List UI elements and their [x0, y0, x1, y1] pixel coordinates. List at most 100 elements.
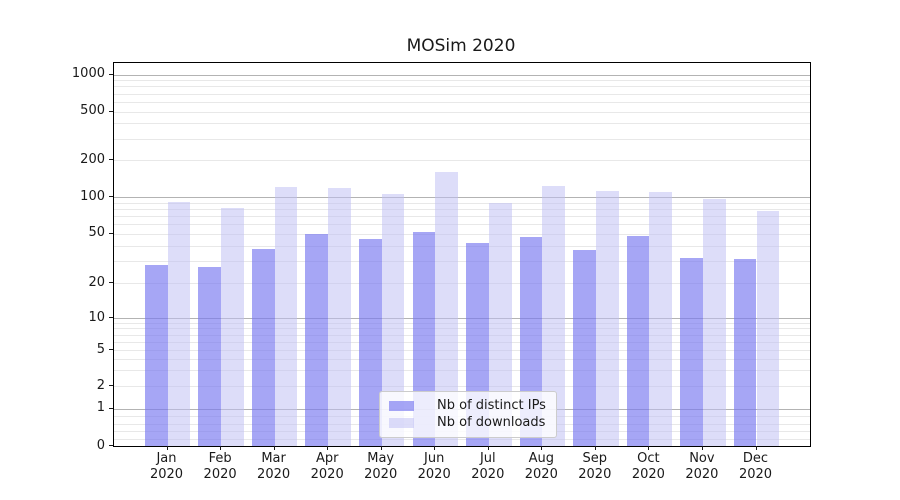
y-tick-mark — [109, 349, 113, 350]
gridline-minor — [114, 208, 810, 210]
x-tick-mark — [594, 446, 596, 450]
gridline-minor — [114, 261, 810, 263]
x-tick-mark — [434, 446, 436, 450]
gridline-minor — [114, 322, 810, 324]
bar-downloads-sep — [595, 190, 619, 446]
gridline-minor — [114, 86, 810, 88]
y-tick-label: 100 — [80, 188, 105, 204]
legend-row: Nb of downloads — [389, 414, 546, 431]
x-tick-label: Oct 2020 — [631, 451, 665, 482]
bar-distinct-ips-mar — [251, 248, 275, 446]
y-tick-mark — [109, 159, 113, 160]
gridline-minor — [114, 245, 810, 247]
gridline-major — [114, 197, 810, 198]
legend-swatch-downloads — [389, 417, 414, 428]
bar-distinct-ips-feb — [198, 266, 222, 446]
y-tick-label: 1000 — [71, 66, 105, 81]
gridline-minor — [114, 80, 810, 82]
gridline-minor — [114, 93, 810, 95]
x-tick-label: Sep 2020 — [578, 451, 612, 482]
gridline-minor — [114, 386, 810, 387]
bar-downloads-feb — [221, 207, 244, 446]
x-tick-label: Mar 2020 — [257, 451, 291, 482]
bar-distinct-ips-sep — [573, 249, 596, 446]
y-tick-mark — [109, 385, 113, 386]
chart-title: MOSim 2020 — [406, 36, 516, 56]
x-tick-mark — [166, 446, 168, 450]
x-tick-label: May 2020 — [364, 451, 398, 482]
bar-downloads-oct — [649, 192, 673, 446]
x-tick-mark — [327, 446, 329, 450]
bar-downloads-mar — [274, 187, 298, 446]
y-tick-label: 50 — [88, 225, 105, 241]
legend-label-distinct-ips: Nb of distinct IPs — [437, 398, 546, 413]
bar-downloads-apr — [328, 188, 351, 446]
bar-distinct-ips-jan — [144, 264, 168, 446]
y-tick-label: 500 — [80, 103, 105, 118]
gridline-major — [114, 318, 810, 319]
x-tick-mark — [541, 446, 543, 450]
y-tick-mark — [109, 407, 113, 409]
x-tick-label: Nov 2020 — [685, 451, 719, 482]
legend-swatch-distinct-ips — [389, 400, 414, 411]
x-tick-label: Dec 2020 — [738, 451, 773, 482]
gridline-minor — [114, 350, 810, 351]
gridline-minor — [114, 438, 810, 440]
bar-distinct-ips-nov — [680, 257, 703, 446]
y-tick-mark — [109, 282, 113, 283]
x-tick-mark — [380, 446, 382, 450]
legend: Nb of distinct IPs Nb of downloads — [379, 391, 557, 438]
bar-downloads-aug — [542, 185, 566, 446]
x-tick-mark — [487, 446, 489, 450]
y-tick-mark — [109, 110, 113, 112]
y-tick-label: 2 — [96, 377, 105, 393]
x-tick-label: Feb 2020 — [203, 451, 237, 482]
gridline-minor — [114, 123, 810, 125]
gridline-minor — [114, 358, 810, 360]
x-tick-mark — [220, 446, 222, 450]
bar-downloads-nov — [702, 199, 726, 446]
bar-downloads-jun — [435, 171, 458, 446]
x-tick-mark — [755, 446, 757, 450]
bar-distinct-ips-oct — [626, 235, 650, 446]
x-tick-label: Apr 2020 — [310, 451, 344, 482]
gridline-minor — [114, 160, 810, 161]
y-tick-label: 200 — [80, 151, 105, 167]
x-tick-mark — [273, 446, 275, 450]
y-tick-label: 5 — [96, 341, 105, 357]
plot-area — [113, 62, 811, 447]
gridline-minor — [114, 215, 810, 217]
gridline-minor — [114, 111, 810, 113]
x-tick-label: Jul 2020 — [471, 451, 505, 482]
bar-downloads-may — [381, 194, 405, 446]
y-tick-mark — [109, 73, 113, 75]
x-tick-mark — [648, 446, 650, 450]
gridline-minor — [114, 101, 810, 103]
bar-distinct-ips-dec — [733, 259, 757, 446]
bar-downloads-jan — [167, 202, 191, 446]
gridline-minor — [114, 341, 810, 343]
gridline-major — [114, 74, 810, 76]
gridline-minor — [114, 202, 810, 204]
gridline-minor — [114, 138, 810, 140]
gridline-minor — [114, 233, 810, 235]
legend-row: Nb of distinct IPs — [389, 397, 546, 414]
y-tick-label: 1 — [96, 400, 105, 415]
y-tick-label: 0 — [96, 437, 105, 453]
y-tick-mark — [109, 445, 113, 446]
y-tick-label: 20 — [88, 274, 105, 290]
bar-downloads-jul — [488, 203, 512, 446]
gridline-minor — [114, 328, 810, 330]
legend-label-downloads: Nb of downloads — [437, 415, 546, 430]
y-tick-mark — [109, 232, 113, 234]
x-tick-mark — [701, 446, 703, 450]
bar-distinct-ips-may — [358, 239, 382, 446]
gridline-minor — [114, 283, 810, 284]
y-tick-mark — [109, 196, 113, 197]
x-tick-label: Aug 2020 — [524, 451, 558, 482]
bar-distinct-ips-apr — [305, 233, 329, 446]
gridline-minor — [114, 370, 810, 372]
gridline-minor — [114, 334, 810, 336]
y-tick-label: 10 — [88, 309, 105, 325]
